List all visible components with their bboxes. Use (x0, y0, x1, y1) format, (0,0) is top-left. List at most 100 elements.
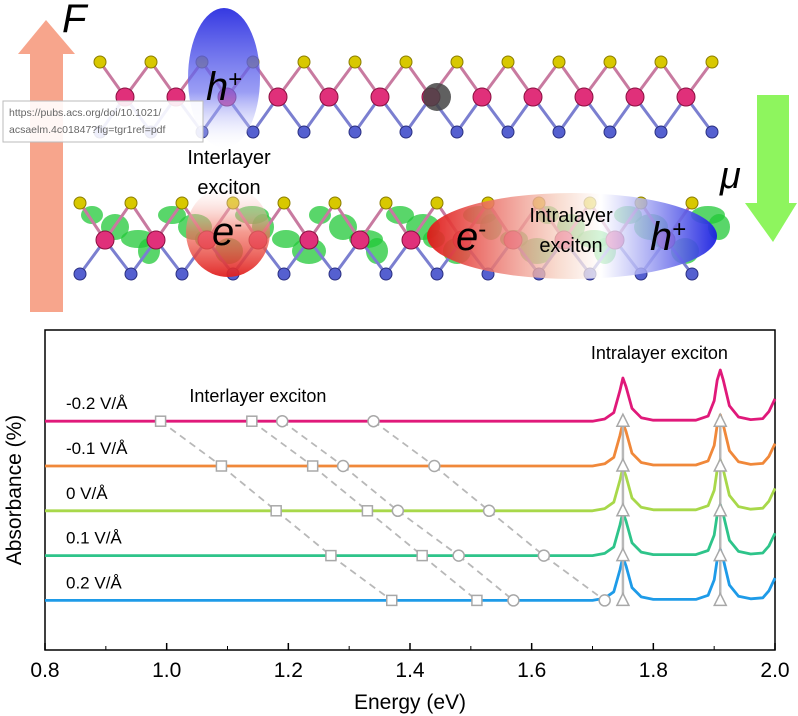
guide-line (312, 465, 368, 512)
triangle-marker (615, 457, 631, 472)
electron-label-sup: - (478, 216, 486, 243)
triangle-marker (713, 412, 728, 427)
hole-label-base: h (206, 65, 228, 109)
x-tick-label: 1.8 (639, 659, 668, 682)
square-marker (361, 505, 374, 517)
square-marker (325, 549, 337, 562)
chalcogen-atom (277, 267, 291, 281)
square-marker (270, 505, 282, 517)
circle-marker (537, 549, 551, 562)
interlayer-label: exciton (197, 177, 260, 199)
intralayer-cloud (427, 193, 717, 279)
chalcogen-atom (379, 196, 393, 210)
electron-label-sup: - (234, 211, 242, 238)
chalcogen-atom (430, 196, 444, 210)
spectrum-line (45, 413, 777, 468)
chalcogen-atom (175, 267, 189, 281)
metal-atom (676, 87, 696, 107)
chalcogen-atom (705, 55, 719, 69)
guide-line (397, 510, 460, 557)
x-tick-label: 1.2 (274, 659, 303, 682)
chalcogen-atom (277, 196, 291, 210)
metal-atom (523, 87, 543, 107)
charge-density (309, 206, 331, 224)
metal-atom (625, 87, 645, 107)
x-tick-label: 2.0 (760, 659, 789, 682)
chalcogen-atom (73, 196, 87, 210)
triangle-marker (713, 591, 728, 607)
charge-density (272, 230, 300, 248)
series-label: 0.2 V/Å (66, 573, 122, 592)
chalcogen-atom (685, 196, 699, 210)
metal-atom (146, 230, 166, 250)
annotation: Intralayer exciton (591, 343, 728, 363)
circle-marker (336, 459, 350, 473)
triangle-marker (713, 502, 728, 517)
chalcogen-atom (552, 125, 566, 139)
hole-label: h+ (206, 65, 242, 109)
defect-atom (423, 83, 451, 111)
metal-atom (401, 230, 421, 250)
chalcogen-atom (603, 55, 617, 69)
chalcogen-atom (348, 125, 362, 139)
circle-marker (428, 459, 441, 473)
chalcogen-atom (93, 55, 107, 69)
chalcogen-atom (124, 196, 138, 210)
guide-line (421, 554, 478, 602)
metal-atom (574, 87, 594, 107)
hole-label-base: h (650, 215, 672, 259)
guide-line (330, 554, 393, 602)
spectrum-line (45, 458, 777, 513)
circle-marker (507, 594, 520, 607)
chart: 0.8 1.0 1.2 1.4 1.6 1.8 2.0 Energy (eV) Absorban… (3, 329, 790, 714)
chalcogen-atom (73, 267, 87, 281)
spectrum-line (45, 503, 777, 557)
electron-label: e- (212, 210, 242, 254)
electron-label-base: e (456, 215, 478, 259)
chalcogen-atom (501, 55, 515, 69)
chalcogen-atom (246, 125, 260, 139)
field-arrow-head (18, 20, 75, 54)
charge-density (329, 214, 357, 240)
charge-density (386, 206, 414, 224)
metal-atom (472, 87, 492, 107)
field-arrow (30, 52, 63, 312)
spectrum-line (45, 368, 777, 423)
chalcogen-atom (450, 125, 464, 139)
square-marker (306, 460, 319, 472)
chalcogen-atom (654, 55, 668, 69)
triangle-marker (615, 502, 631, 517)
mu-label: μ (719, 155, 741, 197)
hole-label: h+ (650, 215, 686, 259)
metal-atom (268, 87, 288, 107)
chalcogen-atom (705, 125, 719, 139)
circle-marker (452, 549, 465, 562)
chalcogen-atom (348, 55, 362, 69)
series-label: 0 V/Å (66, 484, 108, 503)
square-marker (386, 594, 398, 607)
chalcogen-atom (175, 196, 189, 210)
metal-atom (370, 87, 390, 107)
guide-line (160, 420, 222, 467)
triangle-marker (615, 546, 631, 562)
triangle-marker (615, 591, 631, 607)
hole-label-sup: + (672, 216, 686, 243)
electron-cloud (186, 187, 270, 277)
x-tick-label: 1.0 (152, 659, 181, 682)
series-label: 0.1 V/Å (66, 529, 122, 548)
url-text: https://pubs.acs.org/doi/10.1021/acsaelm… (9, 107, 166, 136)
chalcogen-atom (685, 267, 699, 281)
circle-marker (391, 504, 405, 518)
guide-line (366, 510, 423, 557)
guide-line (275, 510, 332, 557)
x-tick-label: 1.4 (395, 659, 425, 682)
square-marker (154, 415, 167, 427)
guide-line (251, 420, 314, 467)
chalcogen-atom (328, 196, 342, 210)
metal-atom (319, 87, 339, 107)
guide-line (488, 510, 545, 557)
guide-line (433, 465, 490, 512)
triangle-marker (713, 457, 728, 472)
series-label: -0.2 V/Å (66, 394, 128, 413)
